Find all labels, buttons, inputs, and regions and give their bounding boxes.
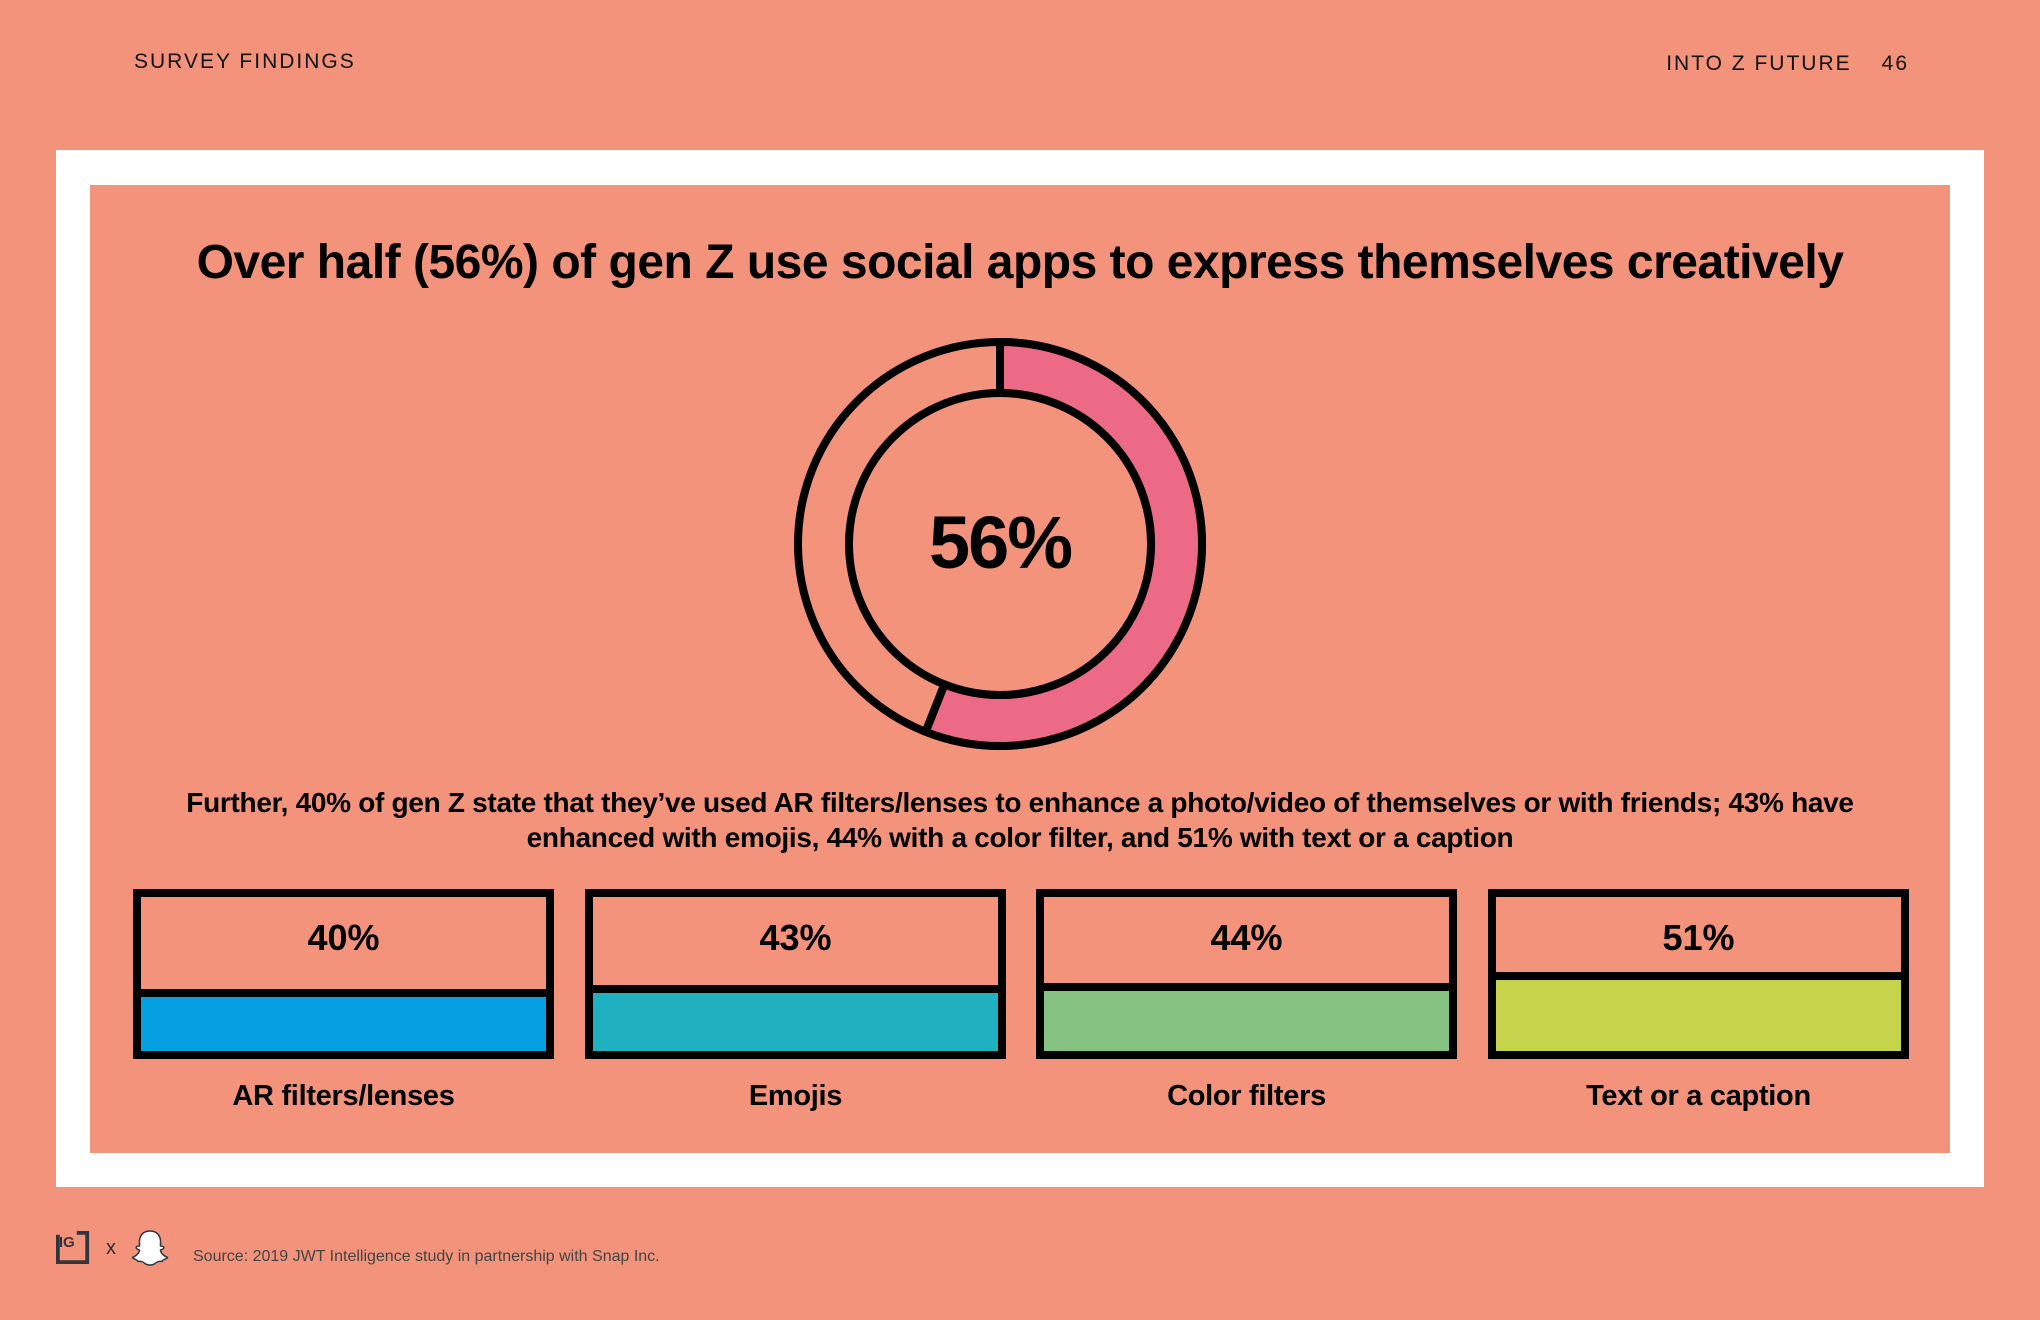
- header-right: INTO Z FUTURE 46: [1666, 52, 1909, 76]
- bar-value-text: 51%: [1662, 917, 1735, 958]
- bar-fill-emojis: [593, 985, 998, 1051]
- bar-fill-text: [1496, 972, 1901, 1051]
- snapchat-ghost-icon: [131, 1230, 169, 1266]
- bar-label-color: Color filters: [1167, 1080, 1326, 1112]
- donut-divider: [921, 682, 949, 734]
- donut-chart: 56%: [794, 337, 1206, 750]
- chart-subtitle: Further, 40% of gen Z state that they’ve…: [186, 787, 1854, 853]
- footer-logos: IG x: [56, 1228, 170, 1268]
- page-number: 46: [1881, 52, 1909, 75]
- bar-ar-filters: 40%: [133, 889, 554, 1059]
- bar-value-color: 44%: [1210, 917, 1283, 958]
- ig-logo-icon: IG: [56, 1231, 90, 1265]
- report-title: INTO Z FUTURE: [1666, 52, 1852, 75]
- bar-label-text: Text or a caption: [1586, 1080, 1811, 1112]
- bar-value-emojis: 43%: [759, 917, 832, 958]
- chart-title: Over half (56%) of gen Z use social apps…: [196, 236, 1844, 289]
- section-label: SURVEY FINDINGS: [134, 50, 356, 73]
- bar-label-emojis: Emojis: [748, 1080, 843, 1112]
- ig-logo-text: IG: [59, 1234, 75, 1251]
- bar-fill-color: [1044, 983, 1449, 1051]
- bar-color-filters: 44%: [1036, 889, 1457, 1059]
- bar-emojis: 43%: [585, 889, 1006, 1059]
- donut-inner-ring: [845, 389, 1155, 699]
- bar-value-ar: 40%: [307, 917, 380, 958]
- donut-center-label: 56%: [929, 501, 1071, 584]
- logo-separator: x: [106, 1236, 116, 1259]
- source-note: Source: 2019 JWT Intelligence study in p…: [193, 1248, 660, 1265]
- bar-fill-ar: [141, 989, 546, 1051]
- chart-panel: Over half (56%) of gen Z use social apps…: [90, 185, 1950, 1153]
- bar-label-ar: AR filters/lenses: [232, 1080, 455, 1112]
- bar-text-caption: 51%: [1488, 889, 1909, 1059]
